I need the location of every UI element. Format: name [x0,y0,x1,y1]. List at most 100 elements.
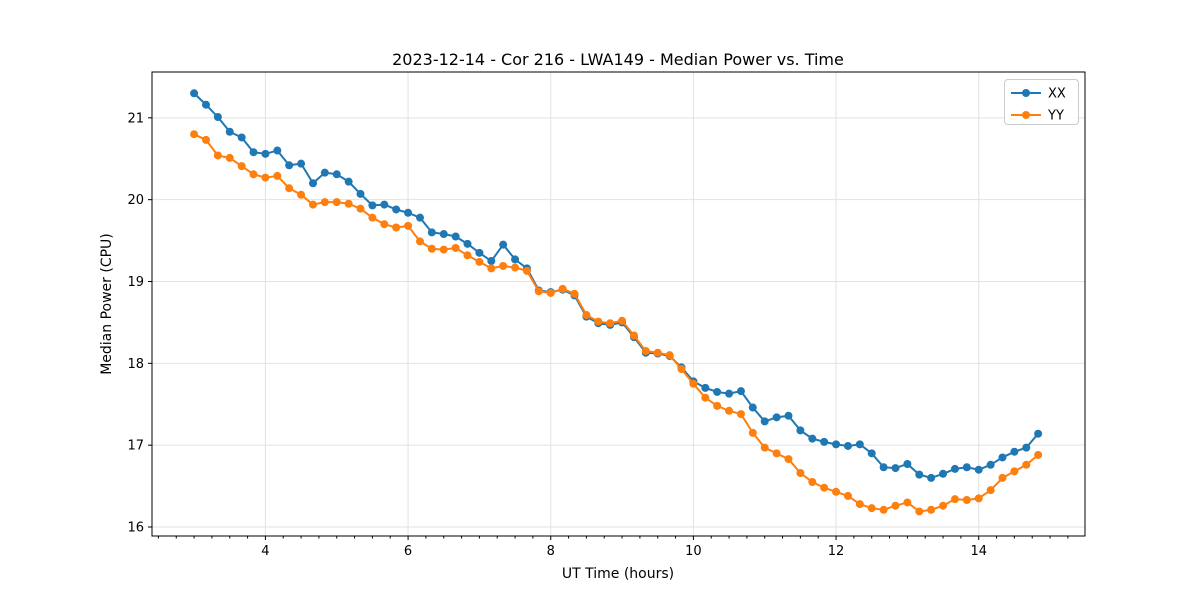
data-point [820,437,829,446]
data-point [404,221,413,230]
y-tick-label: 21 [127,111,144,126]
legend-box [1004,79,1079,125]
data-point [213,151,222,160]
data-point [736,387,745,396]
data-point [998,473,1007,482]
data-point [962,495,971,504]
data-point [213,113,222,122]
data-point [962,463,971,472]
data-point [249,170,258,179]
data-point [760,417,769,426]
data-point [427,244,436,253]
data-point [487,257,496,266]
data-point [879,463,888,472]
data-point [986,486,995,495]
data-point [891,501,900,510]
y-tick-label: 20 [127,193,144,208]
data-point [332,198,341,207]
data-point [511,255,520,264]
data-point [356,189,365,198]
data-point [487,264,496,273]
data-point [760,443,769,452]
legend-label: XX [1048,87,1066,102]
data-point [796,426,805,435]
data-point [308,200,317,209]
data-point [915,470,924,479]
data-point [725,406,734,415]
data-point [344,199,353,208]
data-point [618,316,627,325]
data-point [903,459,912,468]
data-point [463,239,472,248]
data-point [629,331,638,340]
data-point [701,383,710,392]
data-point [950,495,959,504]
data-point [927,473,936,482]
data-point [439,230,448,239]
legend-marker [1022,89,1030,97]
data-point [713,387,722,396]
data-point [725,389,734,398]
data-point [665,351,674,360]
data-point [320,198,329,207]
data-point [1034,450,1043,459]
data-point [356,204,365,213]
data-point [190,89,199,98]
y-axis-label: Median Power (CPU) [99,233,115,375]
data-point [404,208,413,217]
data-point [522,266,531,275]
data-point [1022,460,1031,469]
data-point [974,465,983,474]
x-tick-label: 4 [261,544,269,559]
data-point [1022,443,1031,452]
data-point [368,201,377,210]
data-point [986,460,995,469]
plot-border [151,71,1086,537]
data-point [784,411,793,420]
data-point [511,263,520,272]
axis-ticks: 4 6 8 10 12 14 16 17 18 19 20 21 [127,111,1069,559]
data-point [225,127,234,136]
data-point [463,251,472,260]
chart-title: 2023-12-14 - Cor 216 - LWA149 - Median P… [392,50,844,69]
data-point [273,146,282,155]
data-point [748,403,757,412]
data-point [772,413,781,422]
data-point [190,130,199,139]
data-point [855,500,864,509]
data-point [225,153,234,162]
y-tick-label: 19 [127,275,144,290]
data-point [202,100,210,109]
legend-entry-xx: XX [1011,87,1066,102]
data-point [653,348,662,357]
legend-label: YY [1047,109,1064,124]
data-point [534,287,543,296]
data-point [606,319,615,328]
data-point [308,179,317,188]
data-point [843,441,852,450]
data-point [843,491,852,500]
x-tick-label: 12 [828,544,845,559]
data-point [939,469,948,478]
data-point [903,498,912,507]
data-point [879,505,888,514]
data-point [1010,467,1019,476]
data-point [475,248,484,257]
x-tick-label: 6 [404,544,412,559]
data-point [237,133,246,142]
data-point [451,243,460,252]
data-point [677,365,686,374]
data-point [261,149,270,158]
data-point [808,434,817,443]
data-point [427,228,436,237]
data-point [237,162,246,171]
data-point [285,184,294,193]
series-yy [190,130,1043,516]
data-point [261,173,270,182]
data-point [368,213,377,222]
data-point [392,223,401,232]
data-point [202,135,210,144]
data-point [249,148,258,157]
